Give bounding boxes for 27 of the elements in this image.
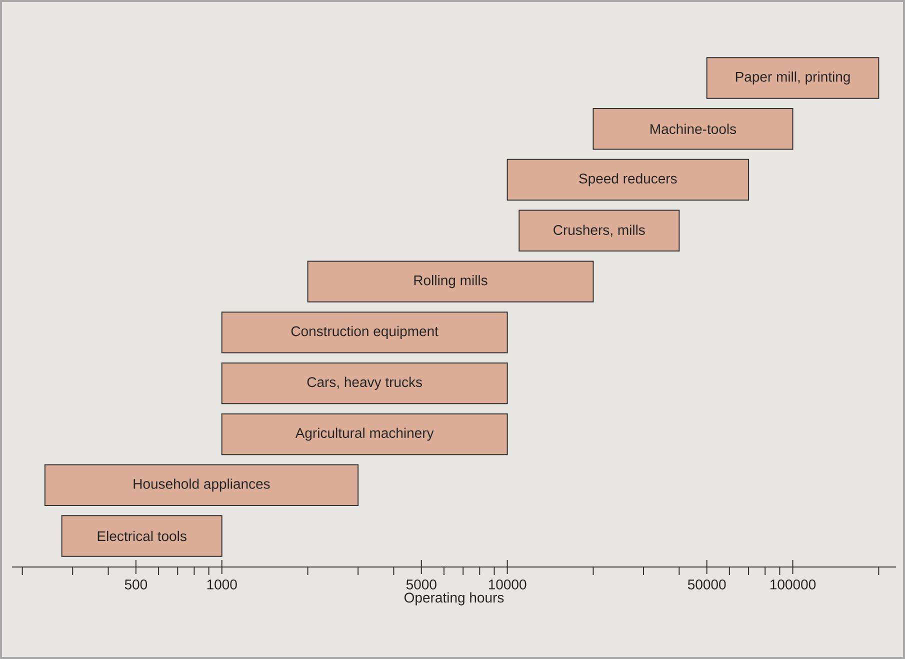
bar [706,57,880,99]
bar [506,158,750,201]
bar [221,312,508,354]
y-tick-label: Construction equipment [291,326,438,339]
x-tick-label: 5000 [406,580,436,590]
x-tick-label: 10000 [488,580,526,590]
y-tick-label: Electrical tools [98,530,186,542]
y-tick-label: Rolling mills [414,275,488,288]
y-tick-label: Paper mill, printing [736,71,850,85]
x-tick-label: 1000 [207,580,237,590]
x-tick-label: 50000 [688,580,726,590]
bar [61,515,222,557]
y-tick-label: Household appliances [134,478,270,492]
y-tick-label: Crushers, mills [554,224,645,237]
y-tick-label: Machine-tools [650,124,736,134]
y-tick-label: Agricultural machinery [295,428,434,441]
x-tick-label: 100000 [770,580,816,590]
bar [518,210,680,252]
bar [221,362,508,404]
bar [44,464,359,506]
y-tick-label: Speed reducers [579,173,677,186]
y-tick-label: Cars, heavy trucks [307,376,422,390]
x-tick-label: 500 [124,580,148,590]
bar [592,108,794,150]
bar [221,413,508,456]
bar [307,260,594,302]
x-axis-title: Operating hours [404,592,504,606]
